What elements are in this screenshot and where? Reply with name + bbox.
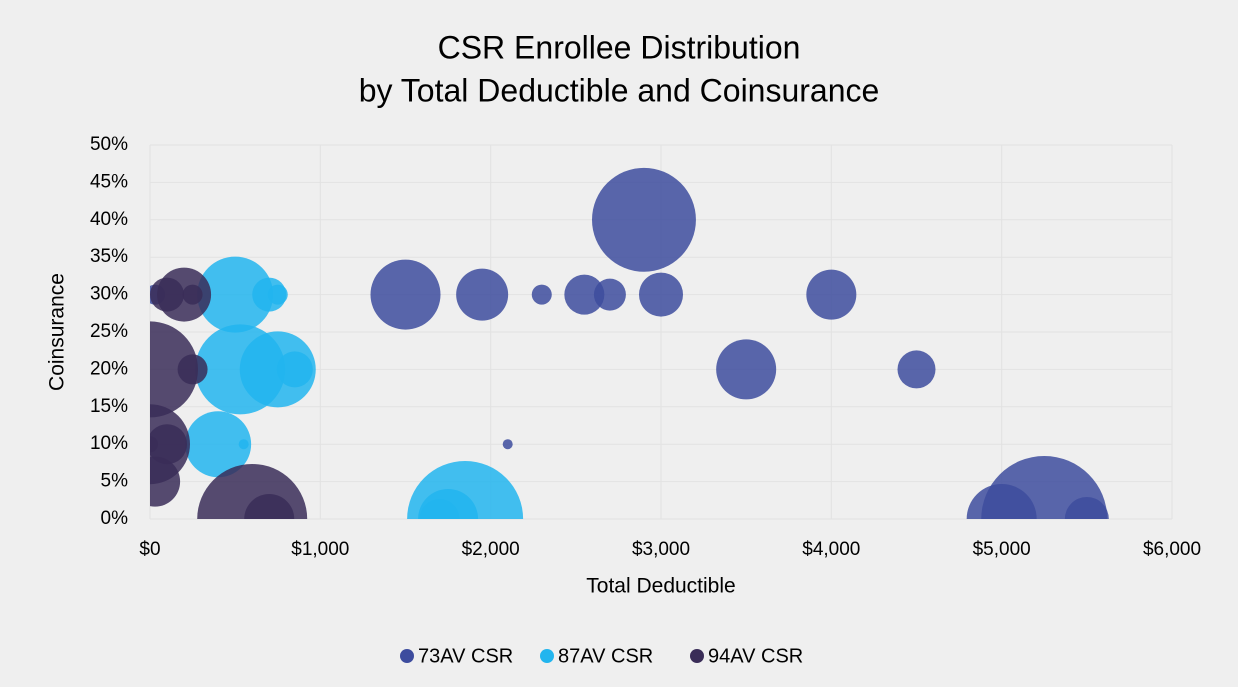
bubble xyxy=(197,256,274,333)
plot-area xyxy=(150,167,1109,519)
legend-label: 87AV CSR xyxy=(558,645,653,667)
bubble xyxy=(502,439,513,450)
bubble xyxy=(966,484,1037,519)
bubble xyxy=(592,167,696,272)
x-tick-label: $6,000 xyxy=(1143,539,1201,560)
bubble xyxy=(238,439,249,450)
x-tick-label: $0 xyxy=(139,539,160,560)
bubble xyxy=(897,350,936,389)
bubble xyxy=(177,354,208,385)
y-tick-label: 45% xyxy=(90,171,128,192)
bubble xyxy=(182,284,203,305)
legend-marker xyxy=(540,649,554,663)
y-tick-label: 50% xyxy=(90,134,128,155)
y-tick-label: 15% xyxy=(90,396,128,417)
bubble xyxy=(456,268,509,321)
legend-label: 73AV CSR xyxy=(418,645,513,667)
legend: 73AV CSR 87AV CSR 94AV CSR xyxy=(400,645,803,667)
bubble xyxy=(370,259,441,330)
y-tick-label: 20% xyxy=(90,358,128,379)
legend-marker xyxy=(400,649,414,663)
y-tick-label: 40% xyxy=(90,209,128,230)
bubble xyxy=(244,494,295,519)
bubble xyxy=(716,339,777,400)
bubble xyxy=(806,269,857,320)
bubble xyxy=(419,499,460,519)
x-axis-title: Total Deductible xyxy=(586,575,735,598)
bubble xyxy=(276,351,313,388)
y-tick-label: 10% xyxy=(90,433,128,454)
bubble xyxy=(1064,497,1109,519)
bubble xyxy=(564,274,605,315)
chart-title: by Total Deductible and Coinsurance xyxy=(359,72,880,108)
x-tick-label: $1,000 xyxy=(291,539,349,560)
x-tick-label: $2,000 xyxy=(462,539,520,560)
y-tick-label: 30% xyxy=(90,284,128,305)
bubble xyxy=(150,456,181,507)
y-tick-label: 25% xyxy=(90,321,128,342)
legend-label: 94AV CSR xyxy=(708,645,803,667)
x-tick-label: $5,000 xyxy=(973,539,1031,560)
y-tick-label: 35% xyxy=(90,246,128,267)
y-tick-label: 5% xyxy=(101,471,129,492)
legend-marker xyxy=(690,649,704,663)
bubble xyxy=(185,411,252,478)
chart-title: CSR Enrollee Distribution xyxy=(438,29,801,65)
grid xyxy=(149,144,1173,520)
bubble xyxy=(267,284,288,305)
y-tick-label: 0% xyxy=(101,508,129,529)
x-tick-label: $3,000 xyxy=(632,539,690,560)
bubble xyxy=(150,424,188,465)
bubble xyxy=(531,284,552,305)
bubble xyxy=(150,277,185,312)
bubble xyxy=(593,278,626,311)
bubble xyxy=(150,436,158,453)
bubble xyxy=(150,321,198,418)
x-tick-label: $4,000 xyxy=(802,539,860,560)
bubble xyxy=(639,272,683,317)
y-axis-title: Coinsurance xyxy=(46,273,69,391)
